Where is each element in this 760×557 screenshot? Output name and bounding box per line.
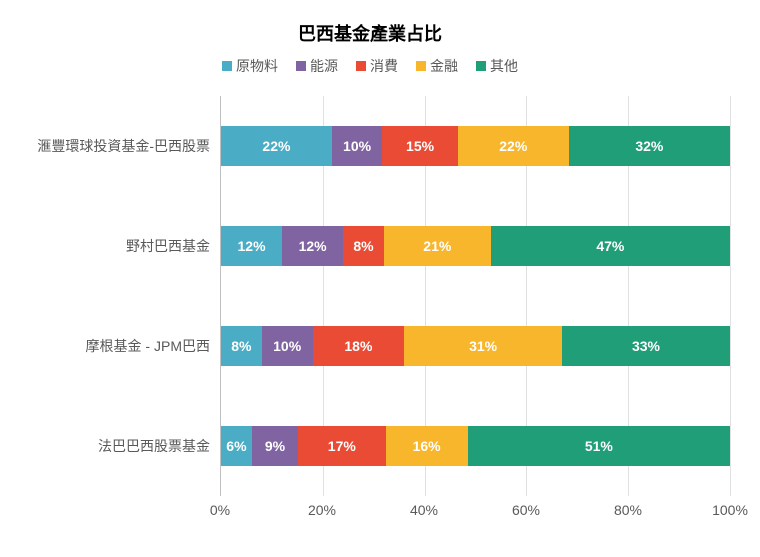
bar-row: 6%9%17%16%51% xyxy=(221,396,730,496)
x-axis: 0%20%40%60%80%100% xyxy=(10,502,730,524)
bar: 12%12%8%21%47% xyxy=(221,226,730,266)
bars-area: 22%10%15%22%32%12%12%8%21%47%8%10%18%31%… xyxy=(220,96,730,496)
y-axis-label: 法巴巴西股票基金 xyxy=(10,396,220,496)
legend-label: 消費 xyxy=(370,56,398,76)
bar-row: 22%10%15%22%32% xyxy=(221,96,730,196)
x-tick-label: 100% xyxy=(712,502,748,518)
bar-segment-other: 33% xyxy=(562,326,730,366)
stacked-bar-chart: 巴西基金產業占比 原物料 能源 消費 金融 其他 滙豐環球投資基金-巴西股票野村巴西基金… xyxy=(0,0,760,557)
legend-item-other: 其他 xyxy=(476,56,518,76)
bar-segment-raw: 6% xyxy=(221,426,252,466)
legend-item-raw: 原物料 xyxy=(222,56,278,76)
legend-swatch xyxy=(296,61,306,71)
bar-row: 12%12%8%21%47% xyxy=(221,196,730,296)
x-axis-ticks: 0%20%40%60%80%100% xyxy=(220,502,730,524)
y-axis-label: 滙豐環球投資基金-巴西股票 xyxy=(10,96,220,196)
legend: 原物料 能源 消費 金融 其他 xyxy=(10,56,730,76)
bar: 22%10%15%22%32% xyxy=(221,126,730,166)
legend-swatch xyxy=(222,61,232,71)
bar-segment-other: 47% xyxy=(491,226,730,266)
x-tick-label: 60% xyxy=(512,502,540,518)
x-tick-label: 20% xyxy=(308,502,336,518)
legend-swatch xyxy=(416,61,426,71)
legend-swatch xyxy=(356,61,366,71)
bar-segment-energy: 12% xyxy=(282,226,343,266)
bar-segment-energy: 9% xyxy=(252,426,298,466)
legend-label: 能源 xyxy=(310,56,338,76)
bar-segment-raw: 8% xyxy=(221,326,262,366)
bar-segment-consume: 15% xyxy=(382,126,458,166)
legend-item-consume: 消費 xyxy=(356,56,398,76)
bar: 6%9%17%16%51% xyxy=(221,426,730,466)
bar-segment-raw: 22% xyxy=(221,126,332,166)
bar-row: 8%10%18%31%33% xyxy=(221,296,730,396)
bar-segment-other: 51% xyxy=(468,426,730,466)
bar-segment-consume: 18% xyxy=(313,326,405,366)
bar-segment-consume: 17% xyxy=(298,426,385,466)
x-tick-label: 80% xyxy=(614,502,642,518)
bar-segment-finance: 21% xyxy=(384,226,491,266)
legend-swatch xyxy=(476,61,486,71)
legend-label: 其他 xyxy=(490,56,518,76)
legend-label: 原物料 xyxy=(236,56,278,76)
gridline xyxy=(730,96,731,496)
bar: 8%10%18%31%33% xyxy=(221,326,730,366)
x-tick-label: 40% xyxy=(410,502,438,518)
legend-item-finance: 金融 xyxy=(416,56,458,76)
bar-segment-finance: 31% xyxy=(404,326,562,366)
bar-segment-consume: 8% xyxy=(343,226,384,266)
bar-segment-finance: 22% xyxy=(458,126,569,166)
plot-area: 滙豐環球投資基金-巴西股票野村巴西基金摩根基金 - JPM巴西法巴巴西股票基金 … xyxy=(10,96,730,496)
legend-label: 金融 xyxy=(430,56,458,76)
bar-segment-finance: 16% xyxy=(386,426,468,466)
bar-segment-energy: 10% xyxy=(332,126,382,166)
bar-segment-energy: 10% xyxy=(262,326,313,366)
chart-title: 巴西基金產業占比 xyxy=(10,20,730,46)
bar-segment-other: 32% xyxy=(569,126,730,166)
legend-item-energy: 能源 xyxy=(296,56,338,76)
y-axis-labels: 滙豐環球投資基金-巴西股票野村巴西基金摩根基金 - JPM巴西法巴巴西股票基金 xyxy=(10,96,220,496)
y-axis-label: 野村巴西基金 xyxy=(10,196,220,296)
bar-segment-raw: 12% xyxy=(221,226,282,266)
y-axis-label: 摩根基金 - JPM巴西 xyxy=(10,296,220,396)
x-tick-label: 0% xyxy=(210,502,230,518)
